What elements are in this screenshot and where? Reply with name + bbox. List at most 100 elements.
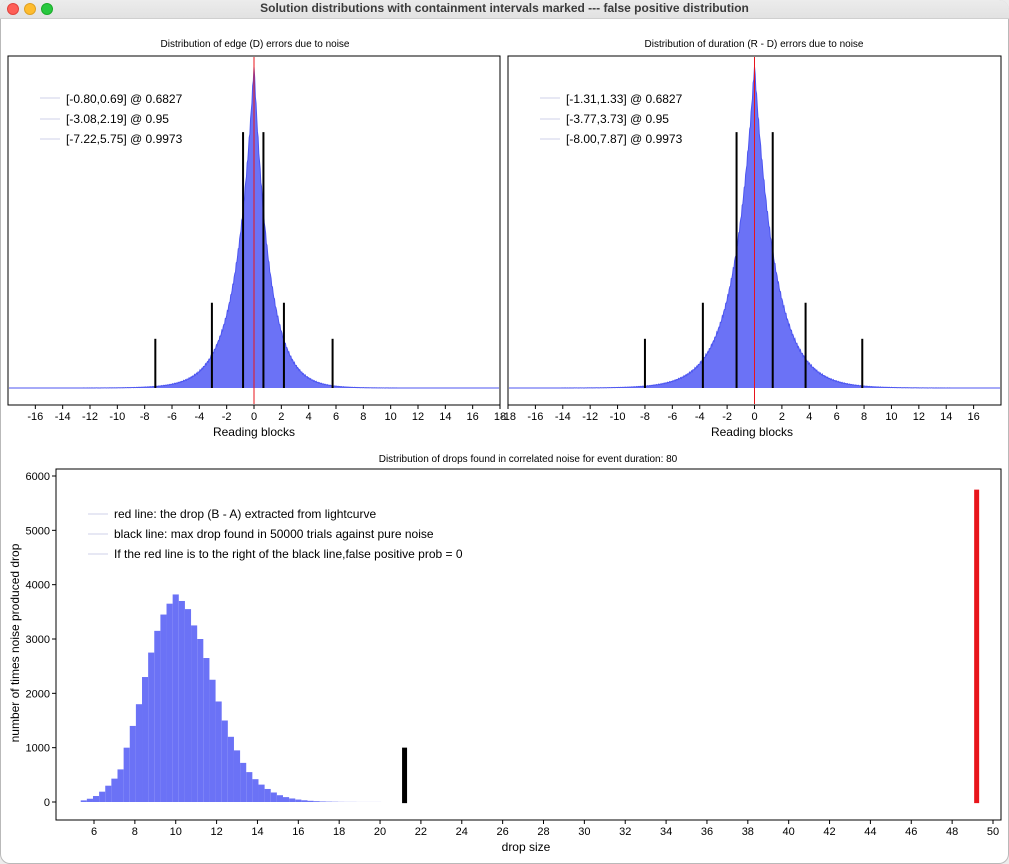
drop-plot-legend: red line: the drop (B - A) extracted fro… (88, 507, 463, 561)
y-tick-label: 0 (44, 797, 50, 809)
x-tick-label: 16 (292, 826, 304, 838)
drop-distribution-plot: Distribution of drops found in correlate… (8, 454, 1002, 854)
x-tick-label: -12 (82, 411, 98, 423)
histogram-bar (99, 791, 106, 802)
x-tick-label: 10 (385, 411, 397, 423)
x-tick-label: 38 (742, 826, 754, 838)
histogram-bar (142, 677, 149, 802)
histogram-bar (319, 801, 326, 802)
x-tick-label: -16 (27, 411, 43, 423)
x-tick-label: 12 (913, 411, 925, 423)
drop-plot-x-ticks: 6 8 10 12 14 16 18 20 22 24 26 28 30 32 34 36 38 40 42 44 46… (91, 820, 999, 838)
minimize-window-button[interactable] (24, 3, 36, 15)
x-tick-label: 10 (170, 826, 182, 838)
x-tick-label: 22 (415, 826, 427, 838)
x-tick-label: -18 (500, 411, 516, 423)
x-tick-label: -6 (667, 411, 677, 423)
x-tick-label: 16 (967, 411, 979, 423)
x-tick-label: 16 (467, 411, 479, 423)
x-tick-label: -8 (140, 411, 150, 423)
x-tick-label: 0 (251, 411, 257, 423)
histogram-bar (313, 801, 320, 802)
edge-error-plot: Distribution of edge (D) errors due to n… (7, 39, 506, 439)
drop-legend-1: red line: the drop (B - A) extracted fro… (114, 507, 376, 521)
x-tick-label: 14 (251, 826, 263, 838)
maximize-window-button[interactable] (41, 3, 53, 15)
histogram-bar (215, 701, 222, 802)
histogram-bar (252, 779, 259, 802)
x-tick-label: 12 (412, 411, 424, 423)
x-tick-label: 42 (823, 826, 835, 838)
histogram-bar (295, 799, 302, 802)
histogram-bar (197, 639, 204, 802)
x-tick-label: -8 (640, 411, 650, 423)
x-tick-label: 8 (360, 411, 366, 423)
duration-plot-legend: [-1.31,1.33] @ 0.6827 [-3.77,3.73] @ 0.9… (540, 92, 683, 146)
x-tick-label: 6 (333, 411, 339, 423)
x-tick-label: -4 (695, 411, 705, 423)
x-tick-label: -2 (722, 411, 732, 423)
drop-plot-marks (80, 489, 980, 804)
histogram-bar (184, 609, 192, 802)
histogram-bar (270, 792, 277, 802)
x-tick-label: 6 (834, 411, 840, 423)
x-tick-label: 8 (132, 826, 138, 838)
x-tick-label: 32 (619, 826, 631, 838)
edge-plot-marks (9, 57, 499, 404)
histogram-bar (86, 798, 93, 802)
close-window-button[interactable] (7, 3, 19, 15)
drop-plot-x-label: drop size (502, 840, 551, 854)
x-tick-label: 26 (497, 826, 509, 838)
x-tick-label: 48 (946, 826, 958, 838)
histogram-bar (178, 600, 185, 802)
histogram-bar (289, 798, 296, 802)
duration-plot-marks (509, 57, 1000, 404)
duration-legend-3: [-8.00,7.87] @ 0.9973 (566, 132, 683, 146)
drop-plot-frame (55, 468, 1002, 821)
duration-error-plot: Distribution of duration (R - D) errors … (500, 39, 1002, 439)
histogram-bar (221, 720, 228, 802)
x-tick-label: -14 (555, 411, 571, 423)
edge-plot-x-label: Reading blocks (213, 425, 295, 439)
x-tick-label: -16 (527, 411, 543, 423)
x-tick-label: 12 (210, 826, 222, 838)
histogram-bar (117, 769, 124, 802)
x-tick-label: 14 (940, 411, 952, 423)
histogram-bar (92, 796, 100, 802)
x-tick-label: 24 (456, 826, 468, 838)
x-tick-label: 46 (905, 826, 917, 838)
histogram-bar (166, 603, 173, 802)
y-tick-label: 6000 (26, 471, 50, 483)
x-tick-label: 4 (306, 411, 312, 423)
drop-legend-3: If the red line is to the right of the b… (114, 547, 463, 561)
x-tick-label: 36 (701, 826, 713, 838)
x-tick-label: 30 (578, 826, 590, 838)
y-tick-label: 3000 (26, 634, 50, 646)
histogram-bar (227, 736, 234, 802)
x-tick-label: 4 (806, 411, 812, 423)
x-tick-label: 0 (751, 411, 757, 423)
x-tick-label: 18 (494, 411, 506, 423)
histogram-bar (307, 800, 314, 802)
x-tick-label: 18 (333, 826, 345, 838)
duration-plot-title: Distribution of duration (R - D) errors … (645, 39, 864, 50)
drop-legend-2: black line: max drop found in 50000 tria… (114, 527, 434, 541)
y-tick-label: 2000 (26, 688, 50, 700)
y-tick-label: 1000 (26, 743, 50, 755)
y-tick-label: 5000 (26, 525, 50, 537)
x-tick-label: 34 (660, 826, 672, 838)
x-tick-label: -10 (610, 411, 626, 423)
histogram-bar (301, 800, 308, 802)
histogram-bar (123, 747, 130, 802)
drop-plot-title: Distribution of drops found in correlate… (379, 454, 678, 465)
x-tick-label: 40 (783, 826, 795, 838)
x-tick-label: -2 (222, 411, 232, 423)
histogram-bar (240, 762, 247, 802)
edge-legend-2: [-3.08,2.19] @ 0.95 (66, 112, 169, 126)
x-tick-label: 50 (987, 826, 999, 838)
histogram-bar (209, 679, 216, 802)
x-tick-label: 28 (537, 826, 549, 838)
edge-legend-1: [-0.80,0.69] @ 0.6827 (66, 92, 183, 106)
